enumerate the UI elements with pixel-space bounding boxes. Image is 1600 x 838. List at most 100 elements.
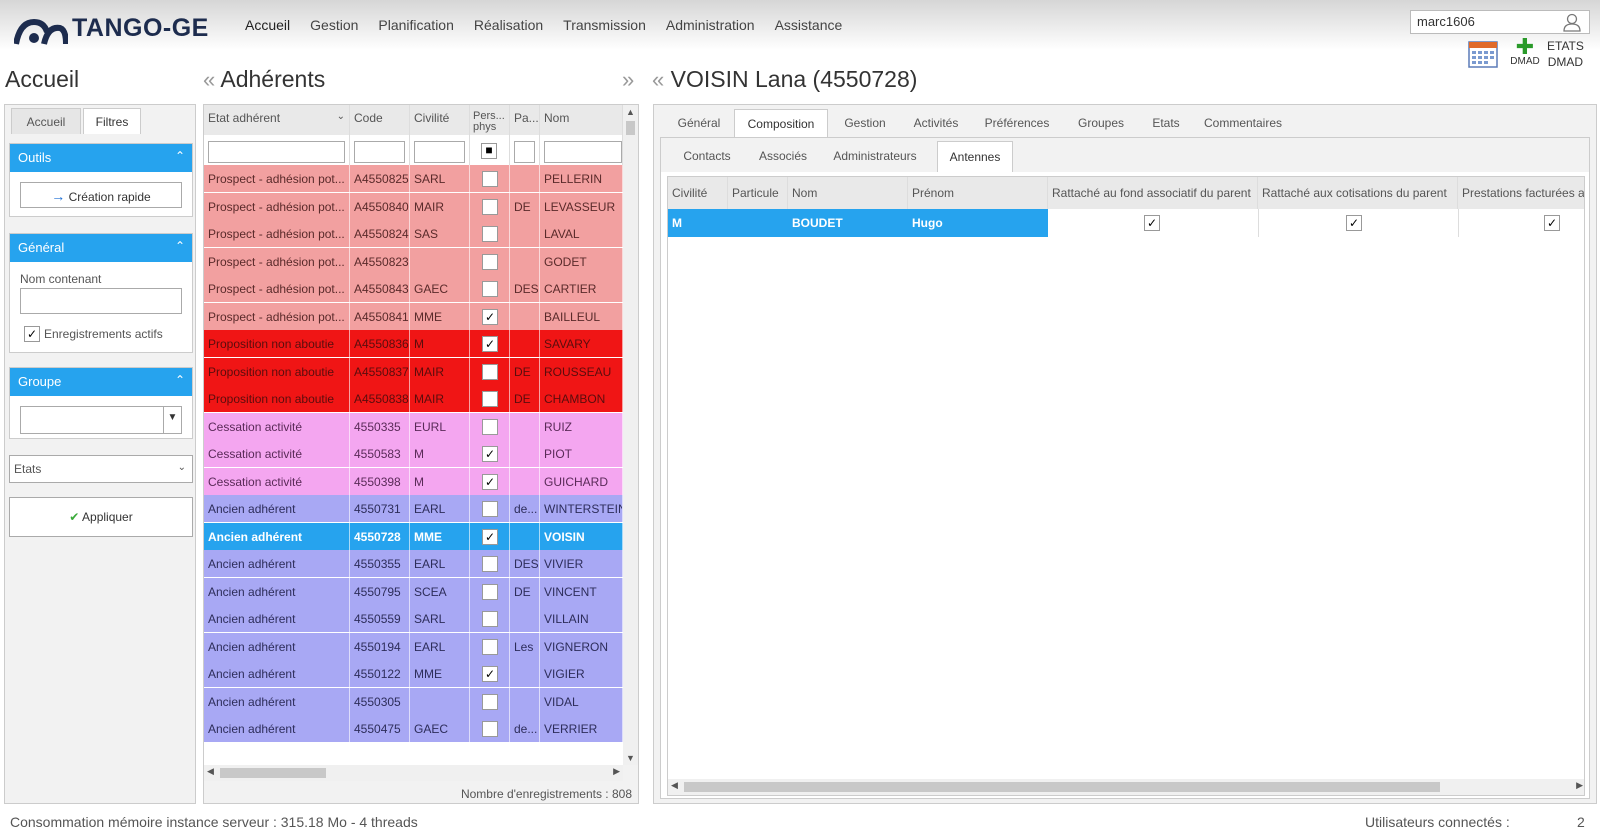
table-row[interactable]: Proposition non aboutie A4550838 MAIR DE CHA…	[204, 385, 623, 413]
table-row[interactable]: Ancien adhérent 4550728 MME ✓ VOISIN	[204, 522, 623, 551]
pers-phys-checkbox[interactable]: ✓	[482, 336, 498, 352]
tab-commentaires[interactable]: Commentaires	[1203, 116, 1283, 130]
table-row[interactable]: Cessation activité 4550398 M ✓ GUICHARD	[204, 467, 623, 496]
pers-phys-checkbox[interactable]	[482, 281, 498, 297]
col-pers-phys[interactable]: Pers... phys	[470, 105, 510, 135]
collapse-detail-icon[interactable]: «	[652, 67, 665, 92]
menu-realisation[interactable]: Réalisation	[473, 17, 544, 33]
pers-phys-checkbox[interactable]: ✓	[482, 528, 498, 545]
etats-select[interactable]: Etats ⌄	[9, 455, 193, 483]
pers-phys-checkbox[interactable]	[482, 363, 498, 380]
pers-phys-checkbox[interactable]: ✓	[482, 308, 498, 325]
prestations-checkbox[interactable]: ✓	[1544, 215, 1560, 231]
outils-header[interactable]: Outils ⌃	[10, 144, 192, 172]
filter-pers-phys-checkbox[interactable]: ■	[481, 143, 497, 159]
chevron-down-icon[interactable]: ⌄	[336, 111, 345, 122]
expand-right-icon[interactable]: »	[622, 67, 635, 92]
grid-vertical-scrollbar[interactable]: ▲ ▼	[623, 105, 638, 765]
antennes-horizontal-scrollbar[interactable]: ◀ ▶	[668, 779, 1584, 795]
filter-code-input[interactable]	[354, 141, 405, 163]
table-row[interactable]: Proposition non aboutie A4550836 M ✓ SAVARY	[204, 330, 623, 358]
scroll-right-icon[interactable]: ▶	[1576, 780, 1583, 790]
table-row[interactable]: Ancien adhérent 4550194 EARL Les VIGNERON	[204, 632, 623, 661]
appliquer-button[interactable]: ✔ Appliquer	[9, 497, 193, 537]
menu-administration[interactable]: Administration	[665, 17, 755, 33]
scroll-right-icon[interactable]: ▶	[613, 766, 620, 776]
menu-accueil[interactable]: Accueil	[245, 17, 291, 33]
grid-horizontal-scrollbar[interactable]: ◀ ▶	[204, 765, 623, 781]
filter-particule-input[interactable]	[514, 141, 535, 163]
col-nom[interactable]: Nom	[788, 177, 908, 209]
tab-general[interactable]: Général	[677, 116, 721, 130]
dmad-add-button[interactable]: ✚ DMAD	[1507, 36, 1543, 68]
table-row-selected[interactable]: M BOUDET Hugo ✓ ✓ ✓	[668, 209, 1584, 237]
tab-activites[interactable]: Activités	[913, 116, 959, 130]
menu-planification[interactable]: Planification	[378, 17, 454, 33]
table-row[interactable]: Ancien adhérent 4550795 SCEA DE VINCENT	[204, 577, 623, 606]
col-nom[interactable]: Nom	[540, 105, 623, 135]
table-row[interactable]: Ancien adhérent 4550355 EARL DES VIVIER	[204, 550, 623, 578]
table-row[interactable]: Ancien adhérent 4550305 VIDAL	[204, 687, 623, 716]
filter-nom-input[interactable]	[544, 141, 622, 163]
pers-phys-checkbox[interactable]	[482, 721, 498, 737]
cotisations-checkbox[interactable]: ✓	[1346, 215, 1362, 231]
pers-phys-checkbox[interactable]	[482, 638, 498, 655]
col-rattache-fond[interactable]: Rattaché au fond associatif du parent	[1048, 177, 1258, 209]
table-row[interactable]: Prospect - adhésion pot... A4550823 GODET	[204, 247, 623, 276]
actifs-checkbox[interactable]: ✓	[24, 326, 40, 342]
menu-assistance[interactable]: Assistance	[774, 17, 843, 33]
table-row[interactable]: Ancien adhérent 4550475 GAEC de... VERRIER	[204, 715, 623, 743]
scroll-up-icon[interactable]: ▲	[626, 107, 635, 117]
pers-phys-checkbox[interactable]	[482, 198, 498, 215]
pers-phys-checkbox[interactable]	[482, 611, 498, 627]
pers-phys-checkbox[interactable]	[482, 253, 498, 270]
table-row[interactable]: Prospect - adhésion pot... A4550840 MAIR DE…	[204, 192, 623, 221]
username-field[interactable]: marc1606	[1410, 10, 1590, 34]
pers-phys-checkbox[interactable]	[482, 226, 498, 242]
pers-phys-checkbox[interactable]: ✓	[482, 666, 498, 682]
calendar-icon[interactable]	[1468, 40, 1498, 68]
col-prenom[interactable]: Prénom	[908, 177, 1048, 209]
table-row[interactable]: Cessation activité 4550583 M ✓ PIOT	[204, 440, 623, 468]
table-row[interactable]: Proposition non aboutie A4550837 MAIR DE ROU…	[204, 357, 623, 386]
table-row[interactable]: Ancien adhérent 4550559 SARL VILLAIN	[204, 605, 623, 633]
collapse-left-icon[interactable]: «	[203, 67, 216, 92]
scroll-down-icon[interactable]: ▼	[626, 753, 635, 763]
tab-composition[interactable]: Composition	[734, 109, 828, 137]
groupe-select[interactable]: ▼	[20, 406, 182, 434]
subtab-antennes[interactable]: Antennes	[937, 141, 1013, 172]
table-row[interactable]: Ancien adhérent 4550731 EARL de... WINTERSTE…	[204, 495, 623, 523]
menu-transmission[interactable]: Transmission	[563, 17, 646, 33]
pers-phys-checkbox[interactable]	[482, 583, 498, 600]
table-row[interactable]: Prospect - adhésion pot... A4550843 GAEC DE…	[204, 275, 623, 303]
creation-rapide-button[interactable]: → Création rapide	[20, 182, 182, 208]
user-icon[interactable]	[1562, 12, 1582, 32]
scroll-left-icon[interactable]: ◀	[207, 766, 214, 776]
subtab-contacts[interactable]: Contacts	[683, 149, 731, 163]
tab-filtres[interactable]: Filtres	[83, 108, 141, 134]
pers-phys-checkbox[interactable]	[482, 693, 498, 710]
hscroll-thumb[interactable]	[684, 782, 1440, 792]
subtab-administrateurs[interactable]: Administrateurs	[833, 149, 917, 163]
table-row[interactable]: Cessation activité 4550335 EURL RUIZ	[204, 412, 623, 441]
col-prestations[interactable]: Prestations facturées au	[1458, 177, 1584, 209]
tab-gestion[interactable]: Gestion	[844, 116, 886, 130]
hscroll-thumb[interactable]	[220, 768, 326, 778]
general-header[interactable]: Général ⌃	[10, 234, 192, 262]
col-etat-adherent[interactable]: Etat adhérent ⌄	[204, 105, 350, 135]
pers-phys-checkbox[interactable]: ✓	[482, 446, 498, 462]
pers-phys-checkbox[interactable]	[482, 171, 498, 187]
col-code[interactable]: Code	[350, 105, 410, 135]
filter-etat-input[interactable]	[208, 141, 345, 163]
filter-civilite-input[interactable]	[414, 141, 465, 163]
pers-phys-checkbox[interactable]	[482, 556, 498, 572]
col-civilite[interactable]: Civilité	[410, 105, 470, 135]
pers-phys-checkbox[interactable]: ✓	[482, 473, 498, 490]
pers-phys-checkbox[interactable]	[482, 501, 498, 517]
scroll-thumb[interactable]	[626, 121, 635, 135]
col-particule[interactable]: Particule	[728, 177, 788, 209]
groupe-header[interactable]: Groupe ⌃	[10, 368, 192, 396]
col-rattache-cotisations[interactable]: Rattaché aux cotisations du parent	[1258, 177, 1458, 209]
table-row[interactable]: Prospect - adhésion pot... A4550825 SARL PE…	[204, 165, 623, 193]
pers-phys-checkbox[interactable]	[482, 418, 498, 435]
